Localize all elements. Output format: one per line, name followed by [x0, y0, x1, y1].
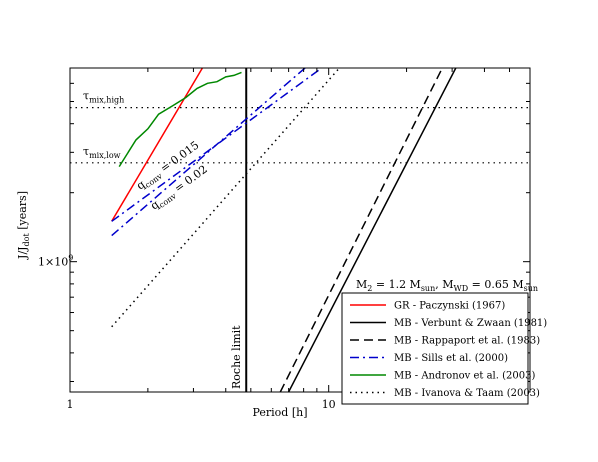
legend-entry-0: GR - Paczynski (1967) [394, 301, 505, 312]
series-line-1 [287, 68, 457, 392]
series-line-2 [279, 68, 443, 392]
legend-entry-4: MB - Andronov et al. (2003) [394, 371, 535, 382]
x-tick-label: 10 [322, 398, 336, 411]
y-tick-label: 1×109 [38, 254, 73, 269]
series-line-0 [111, 68, 204, 222]
plot-frame [69, 67, 531, 393]
legend: GR - Paczynski (1967) MB - Verbunt & Zwaa… [341, 292, 547, 405]
y-axis-label: J/Jdot [years] [16, 191, 31, 260]
series-line-5 [118, 71, 242, 167]
legend-box [341, 292, 529, 405]
axis-ticks: 1 10 1×109 [38, 67, 531, 411]
legend-entry-1: MB - Verbunt & Zwaan (1981) [394, 318, 547, 329]
x-axis-label: Period [h] [252, 406, 307, 419]
roche-limit-label: Roche limit [230, 325, 243, 389]
x-tick-label: 1 [67, 398, 74, 411]
legend-entry-5: MB - Ivanova & Taam (2003) [394, 388, 540, 399]
params-label: M2 = 1.2 Msun, MWD = 0.65 Msun [356, 278, 538, 293]
tau-mix-low-label: τmix,low [83, 145, 121, 160]
legend-entry-3: MB - Sills et al. (2000) [394, 353, 508, 364]
series-line-6 [111, 68, 340, 328]
series-line-3 [111, 68, 323, 222]
legend-entry-2: MB - Rappaport et al. (1983) [394, 336, 540, 347]
series-line-4 [111, 68, 306, 237]
tau-mix-high-label: τmix,high [83, 90, 124, 105]
plot-lines [70, 68, 530, 392]
